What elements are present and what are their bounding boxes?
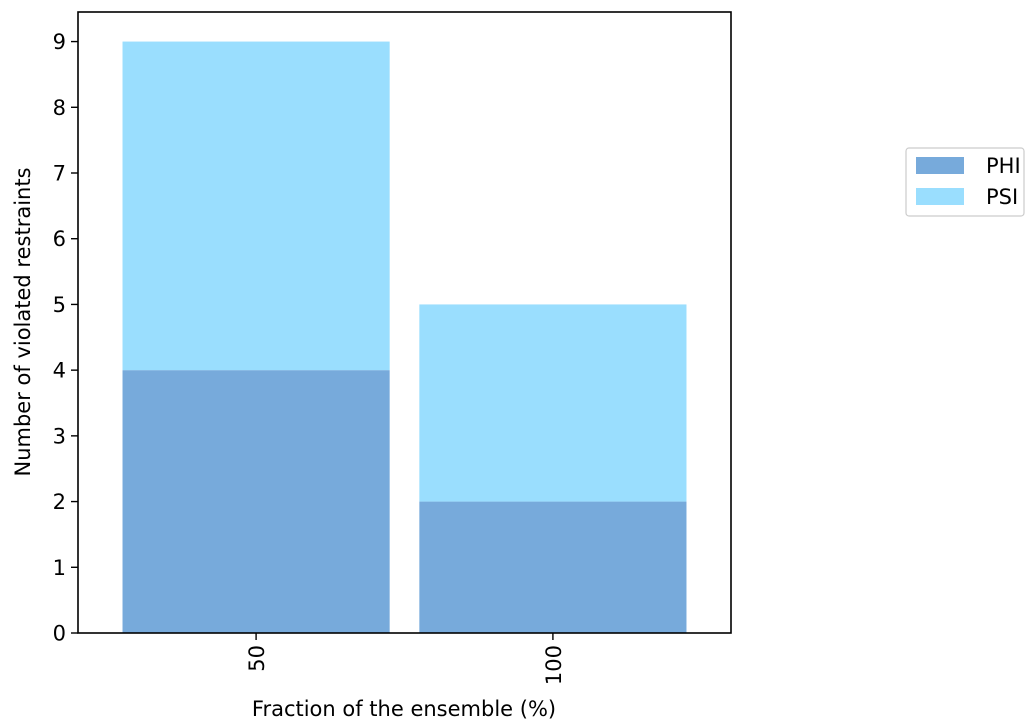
legend-label-psi: PSI <box>986 185 1018 209</box>
y-tick-label: 2 <box>53 490 66 514</box>
y-tick-label: 0 <box>53 622 66 646</box>
y-tick-label: 5 <box>53 293 66 317</box>
legend-label-phi: PHI <box>986 154 1021 178</box>
bar-phi-50 <box>122 370 390 633</box>
bar-psi-50 <box>122 41 390 371</box>
legend-swatch-phi <box>916 157 964 174</box>
y-tick-label: 7 <box>53 162 66 186</box>
y-tick-label: 4 <box>53 359 66 383</box>
y-tick-label: 1 <box>53 556 66 580</box>
y-tick-label: 9 <box>53 30 66 54</box>
legend: PHI PSI <box>905 147 1025 217</box>
y-axis-title: Number of violated restraints <box>11 167 35 476</box>
x-tick-label: 50 <box>245 645 269 672</box>
y-tick-label: 3 <box>53 424 66 448</box>
bar-psi-100 <box>419 304 687 502</box>
bars-group <box>122 41 687 633</box>
plot-frame <box>77 11 732 634</box>
x-axis-title: Fraction of the ensemble (%) <box>252 697 556 719</box>
bar-phi-100 <box>419 501 687 633</box>
x-tick-label: 100 <box>542 645 566 685</box>
y-tick-label: 8 <box>53 96 66 120</box>
y-tick-label: 6 <box>53 227 66 251</box>
axes-group: 0 1 2 3 4 5 6 7 8 9 50 100 <box>53 11 732 685</box>
legend-swatch-psi <box>916 188 964 205</box>
